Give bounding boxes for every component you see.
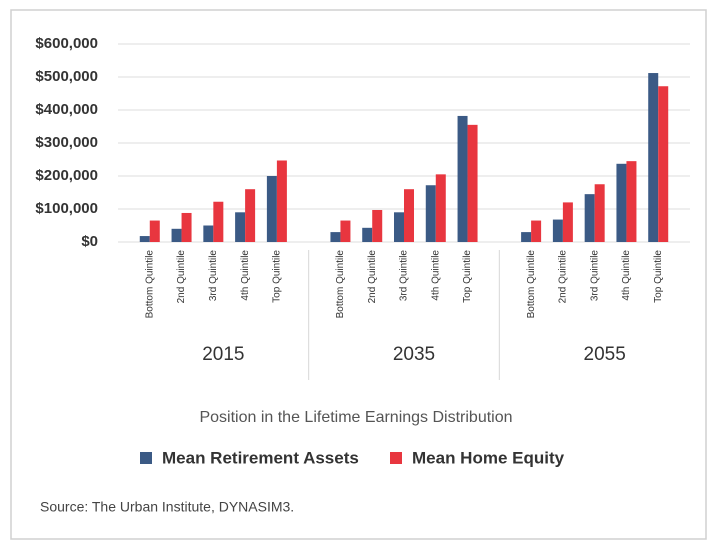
bar	[457, 115, 468, 242]
x-tick-label: Top Quintile	[462, 250, 473, 303]
x-tick-label: Bottom Quintile	[526, 250, 537, 319]
bar	[213, 201, 224, 242]
bar	[394, 212, 404, 242]
x-tick-label: 4th Quintile	[621, 250, 632, 301]
x-tick-label: 2nd Quintile	[176, 250, 187, 304]
x-axis-title: Position in the Lifetime Earnings Distri…	[199, 409, 512, 426]
x-tick-label: Bottom Quintile	[144, 250, 155, 319]
bar	[372, 209, 383, 242]
bar	[266, 176, 277, 242]
bar	[626, 161, 637, 242]
x-tick-label: Bottom Quintile	[335, 250, 346, 319]
bar	[149, 220, 160, 242]
group-label: 2035	[393, 344, 435, 365]
bar	[467, 124, 478, 242]
bar	[340, 220, 351, 242]
legend-label: Mean Retirement Assets	[162, 448, 359, 467]
bar	[435, 174, 446, 242]
bar	[171, 228, 182, 242]
x-tick-label: 4th Quintile	[430, 250, 441, 301]
bar	[139, 236, 150, 242]
y-tick-label: $200,000	[35, 167, 98, 184]
bar	[521, 232, 532, 242]
legend-swatch	[140, 452, 152, 464]
group-label: 2055	[584, 344, 626, 365]
legend-swatch	[390, 452, 402, 464]
bar	[594, 184, 605, 242]
bar	[648, 73, 659, 242]
x-tick-label: 2nd Quintile	[367, 250, 378, 304]
y-tick-label: $600,000	[35, 35, 98, 52]
bar	[616, 163, 627, 242]
bar	[658, 86, 669, 243]
x-tick-label: 2nd Quintile	[558, 250, 569, 304]
bar	[362, 227, 373, 242]
source: Source: The Urban Institute, DYNASIM3.	[40, 499, 294, 515]
y-tick-label: $300,000	[35, 134, 98, 151]
x-tick-label: Top Quintile	[653, 250, 664, 303]
group-label: 2015	[202, 344, 244, 365]
x-tick-label: 4th Quintile	[240, 250, 251, 301]
bar	[531, 220, 542, 242]
legend-label: Mean Home Equity	[412, 448, 565, 467]
y-tick-label: $100,000	[35, 200, 98, 217]
bar	[562, 202, 573, 242]
x-tick-label: 3rd Quintile	[399, 250, 410, 302]
y-tick-label: $400,000	[35, 101, 98, 118]
bar	[425, 185, 436, 242]
bar	[276, 160, 287, 242]
x-tick-label: 3rd Quintile	[208, 250, 219, 302]
bar	[203, 225, 214, 242]
x-tick-label: 3rd Quintile	[589, 250, 600, 302]
bar	[552, 219, 563, 242]
bar	[404, 189, 414, 242]
bar	[235, 212, 246, 242]
y-tick-label: $0	[81, 233, 98, 250]
y-tick-label: $500,000	[35, 68, 98, 85]
bar	[330, 232, 341, 242]
bar	[181, 212, 192, 242]
frame	[10, 9, 707, 540]
x-tick-label: Top Quintile	[272, 250, 283, 303]
bar	[245, 189, 256, 242]
bar	[584, 194, 595, 242]
